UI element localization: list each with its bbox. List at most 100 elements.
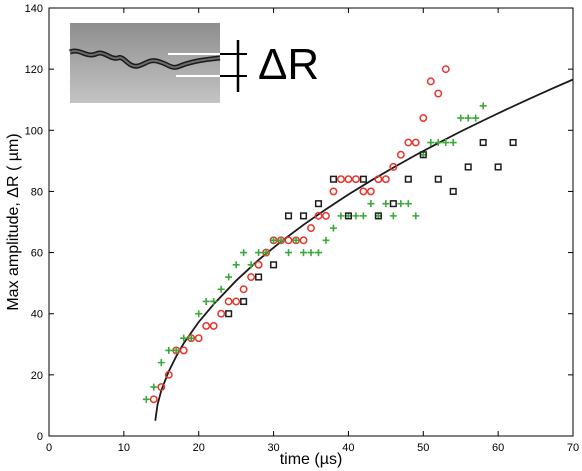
data-point-plus [240,249,248,257]
data-point-circle [426,77,435,86]
inset-jet-core [69,50,221,69]
data-point-plus [457,114,465,122]
data-point-circle [307,224,315,233]
data-point-square [374,212,382,220]
data-point-plus [180,334,188,342]
x-tick-label: 30 [267,442,279,454]
y-tick-label: 100 [25,125,43,137]
data-point-square [449,187,457,195]
data-point-plus [232,261,240,269]
data-point-square [329,175,338,183]
data-point-plus [449,139,457,147]
data-point-circle [149,395,158,404]
data-point-square [404,175,412,183]
data-point-square [509,138,517,147]
x-tick-label: 50 [417,442,429,454]
data-point-square [314,200,323,208]
y-tick-label: 40 [31,309,43,321]
data-point-circle [179,346,188,355]
data-point-circle [254,260,263,269]
data-point-plus [314,249,322,257]
data-point-plus [292,236,300,244]
data-point-circle [202,321,211,330]
data-point-square [494,163,502,171]
data-point-square [464,163,472,171]
data-point-circle [441,65,450,74]
data-point-square [270,261,278,269]
data-point-plus [322,236,330,244]
data-point-square [359,175,367,183]
x-tick-label: 10 [118,442,130,454]
data-point-plus [464,114,472,122]
data-point-circle [209,321,218,330]
data-point-plus [172,346,180,354]
data-point-plus [352,212,360,220]
data-point-plus [397,200,405,208]
data-point-circle [396,150,405,159]
data-point-plus [187,334,195,342]
data-point-square [284,212,293,220]
data-point-plus [157,359,165,367]
x-axis-label: time (µs) [280,451,343,468]
data-point-plus [300,249,308,257]
data-point-plus [472,114,480,122]
data-point-circle [314,211,323,220]
data-point-plus [165,346,173,354]
data-point-square [240,297,248,306]
data-point-circle [224,297,233,306]
data-point-plus [247,261,255,269]
delta-r-label: ΔR [258,40,319,89]
x-tick-label: 60 [492,442,504,454]
data-point-square [299,212,308,220]
data-point-circle [217,309,226,318]
y-tick-label: 0 [37,431,43,443]
data-point-circle [232,297,241,306]
data-point-circle [419,114,428,123]
x-tick-label: 70 [567,442,579,454]
y-tick-label: 60 [31,248,43,260]
data-point-plus [195,310,203,318]
data-point-plus [427,139,435,147]
data-point-square [344,212,352,220]
data-points-layer [142,65,517,404]
data-point-plus [442,139,450,147]
data-point-circle [434,89,443,98]
data-point-circle [336,175,345,184]
data-point-plus [285,249,293,257]
x-tick-label: 40 [342,442,354,454]
data-point-plus [307,249,315,257]
data-point-circle [164,370,173,379]
data-point-plus [404,200,412,208]
data-point-circle [194,334,203,343]
data-point-circle [284,236,293,245]
y-tick-label: 120 [25,64,43,76]
data-point-circle [404,138,413,147]
data-point-plus [412,212,420,220]
data-point-circle [299,236,308,245]
data-point-plus [210,297,218,305]
data-point-plus [359,212,367,220]
data-point-plus [262,249,270,257]
data-point-circle [239,285,248,294]
data-point-plus [337,212,345,220]
data-point-plus [277,236,285,244]
data-point-plus [150,383,158,391]
x-tick-label: 20 [193,442,205,454]
data-point-plus [142,395,150,403]
data-point-plus [217,285,225,293]
data-point-plus [225,273,233,281]
data-point-plus [255,249,263,257]
data-point-circle [329,187,338,196]
y-tick-label: 80 [31,186,43,198]
data-point-square [479,138,487,147]
x-tick-label: 0 [46,442,52,454]
data-point-circle [411,138,420,147]
y-axis-label: Max amplitude, ΔR ( µm) [5,133,22,310]
data-point-circle [247,273,256,281]
axis-ticks-layer: 0 10 20 30 40 50 60 70 0 20 40 60 80 100 120 140 [25,3,579,454]
data-point-plus [270,236,278,244]
data-point-square [419,151,427,159]
inset-image: ΔR [69,23,319,103]
data-point-circle [351,175,360,184]
